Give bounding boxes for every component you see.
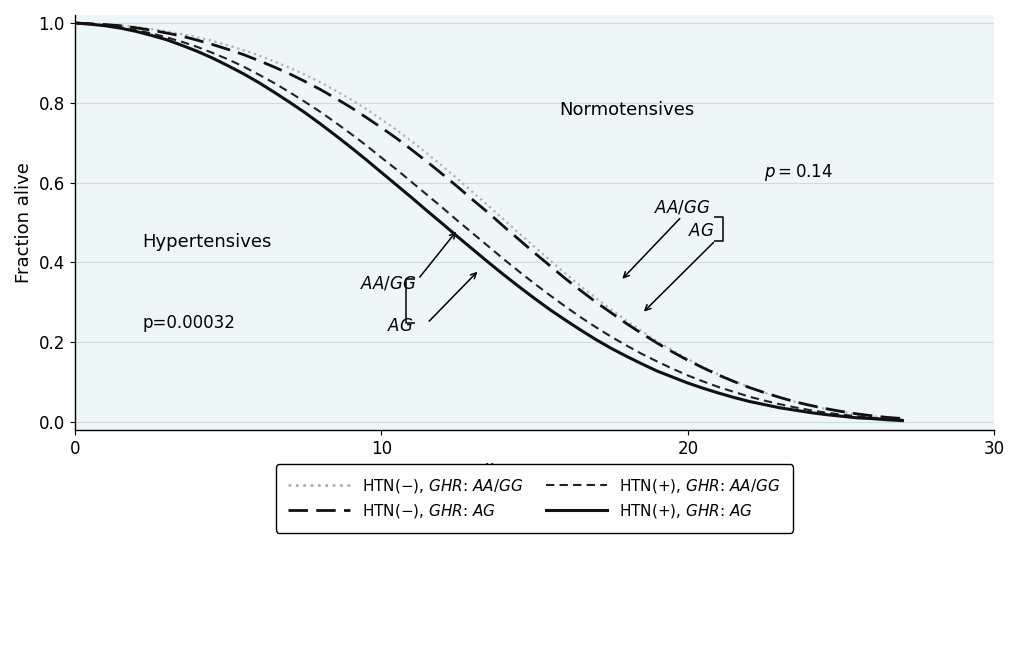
Text: $AG$: $AG$ xyxy=(687,222,713,240)
Text: $AG$: $AG$ xyxy=(387,317,414,335)
Text: Normotensives: Normotensives xyxy=(558,101,694,119)
Text: $AA/GG$: $AA/GG$ xyxy=(653,199,709,217)
Legend: HTN$(-)$, $GHR$: $AA/GG$, HTN$(-)$, $GHR$: $AG$, HTN$(+)$, $GHR$: $AA/GG$, HTN$(: HTN$(-)$, $GHR$: $AA/GG$, HTN$(-)$, $GHR… xyxy=(276,464,792,532)
Y-axis label: Fraction alive: Fraction alive xyxy=(15,162,33,283)
Text: p=0.00032: p=0.00032 xyxy=(142,314,234,332)
Text: $AA/GG$: $AA/GG$ xyxy=(360,274,416,292)
Text: Hypertensives: Hypertensives xyxy=(142,233,271,251)
X-axis label: Follow-up years: Follow-up years xyxy=(464,464,604,482)
Text: $p=0.14$: $p=0.14$ xyxy=(764,161,833,183)
